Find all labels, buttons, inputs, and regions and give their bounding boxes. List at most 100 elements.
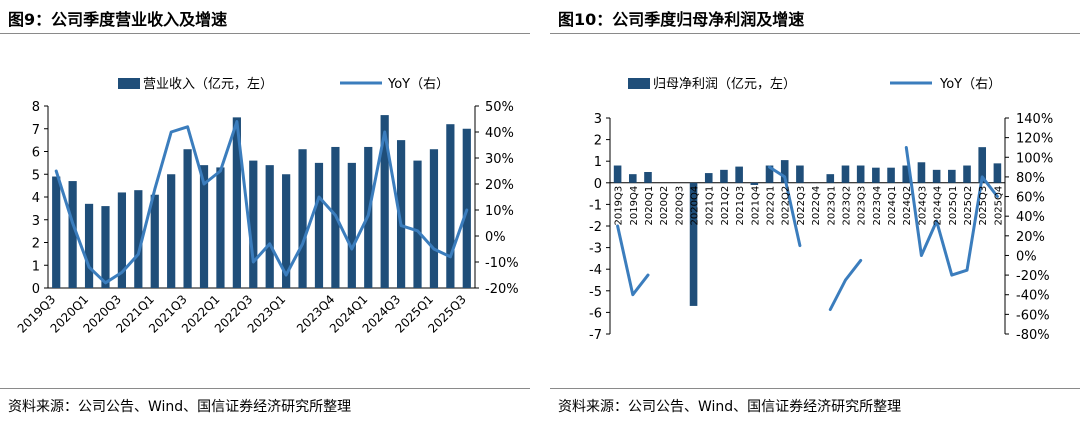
- bar-2022Q2: [780, 160, 789, 183]
- bar-2020Q2: [101, 206, 110, 288]
- bar-2019Q4: [68, 181, 77, 288]
- bar-2021Q4: [199, 165, 209, 288]
- yoy-point-2024Q4: [399, 224, 403, 227]
- left-axis-tick-label: 7: [32, 123, 40, 138]
- yoy-point-2023Q1: [829, 308, 832, 311]
- bar-2019Q3: [52, 176, 61, 288]
- right-axis-tick-label: -20%: [1016, 269, 1050, 284]
- bar-2025Q1: [413, 160, 422, 288]
- bar-2021Q2: [720, 169, 728, 183]
- net-profit-chart: 归母净利润（亿元，左） YoY（右） 3 2 1 0 -1 -2 -3 -4 -5 -6 -7 140% 1…: [589, 77, 1053, 343]
- yoy-point-2023Q2: [301, 242, 304, 245]
- legend-bar-label: 归母净利润（亿元，左）: [653, 77, 796, 92]
- bar-2020Q1: [644, 172, 652, 183]
- yoy-point-2019Q3: [55, 169, 58, 173]
- chart-title: 图10：公司季度归母净利润及增速: [558, 10, 805, 29]
- left-axis-tick-label: -3: [589, 242, 602, 257]
- x-tick-label: 2021Q4: [750, 186, 761, 226]
- x-tick-label: 2022Q2: [781, 186, 792, 226]
- yoy-point-2022Q1: [219, 169, 222, 173]
- revenue-chart-panel: 图9：公司季度营业收入及增速 营业收入（亿元，左） YoY（右） 0 1 2 3 4 5 6 7 8…: [0, 0, 530, 425]
- bar-2021Q3: [735, 166, 743, 183]
- x-tick-label: 2024Q4: [933, 186, 944, 226]
- bar-2022Q2: [232, 117, 241, 288]
- legend-bar-swatch: [628, 78, 650, 89]
- right-axis-tick-label: -80%: [1016, 328, 1050, 343]
- right-axis-tick-label: 140%: [1016, 112, 1053, 127]
- bar-2024Q1: [347, 162, 356, 288]
- bar-2025Q2: [429, 149, 439, 288]
- yoy-point-2024Q4: [935, 219, 938, 223]
- yoy-point-2021Q3: [186, 125, 189, 128]
- top-rule: [550, 33, 1080, 34]
- x-tick-label: 2020Q1: [644, 186, 655, 226]
- left-axis-tick-label: 0: [32, 282, 40, 297]
- bar-2021Q1: [704, 173, 713, 183]
- left-axis-tick-label: 2: [32, 237, 40, 252]
- left-axis-tick-label: -7: [589, 328, 602, 343]
- x-tick-label: 2025Q3: [978, 186, 989, 226]
- yoy-point-2024Q3: [920, 254, 923, 257]
- bar-2021Q1: [150, 194, 159, 288]
- bar-2024Q4: [396, 140, 406, 288]
- x-tick-label: 2020Q3: [674, 186, 685, 226]
- chart-title: 图9：公司季度营业收入及增速: [8, 10, 228, 29]
- legend-line-label: YoY（右）: [387, 77, 449, 92]
- yoy-point-2020Q2: [104, 281, 107, 284]
- bar-2023Q3: [856, 165, 865, 183]
- bar-2022Q4: [265, 165, 274, 288]
- left-axis-tick-label: -6: [589, 306, 602, 321]
- yoy-point-2020Q1: [87, 266, 91, 269]
- left-axis-tick-label: 0: [594, 177, 602, 192]
- yoy-point-2025Q2: [965, 268, 969, 272]
- right-axis-tick-label: 120%: [1016, 132, 1053, 147]
- yoy-point-2025Q4: [465, 208, 468, 212]
- yoy-line: [616, 224, 650, 297]
- yoy-point-2025Q1: [950, 273, 954, 277]
- x-tick-label: 2021Q1: [705, 186, 716, 226]
- bar-2025Q4: [462, 128, 471, 288]
- yoy-point-2024Q1: [350, 247, 354, 251]
- bar-2023Q2: [298, 149, 307, 288]
- bar-2021Q4: [750, 182, 759, 185]
- yoy-point-2022Q3: [798, 244, 802, 247]
- x-tick-label: 2024Q3: [917, 186, 928, 226]
- bar-2021Q3: [183, 149, 192, 288]
- x-tick-label: 2024Q2: [902, 186, 913, 226]
- left-axis-tick-label: 3: [594, 112, 602, 127]
- bottom-rule: [550, 388, 1080, 389]
- left-axis-tick-label: -1: [589, 198, 602, 213]
- yoy-point-2022Q2: [783, 175, 786, 179]
- bar-2024Q2: [902, 165, 911, 183]
- yoy-point-2025Q3: [449, 255, 452, 258]
- x-tick-label: 2022Q3: [796, 186, 807, 226]
- yoy-point-2025Q2: [432, 247, 436, 251]
- right-axis-tick-label: -20%: [485, 282, 519, 297]
- bar-2025Q3: [446, 124, 455, 288]
- yoy-point-2023Q3: [317, 195, 321, 199]
- source-note: 资料来源：公司公告、Wind、国信证券经济研究所整理: [8, 399, 352, 415]
- yoy-point-2024Q2: [905, 146, 908, 149]
- left-axis-tick-label: 8: [32, 100, 40, 115]
- x-tick-label: 2020Q2: [659, 186, 670, 226]
- x-tick-label: 2019Q3: [614, 186, 625, 226]
- yoy-point-2021Q1: [153, 188, 156, 191]
- yoy-line: [54, 120, 469, 285]
- legend-bar-swatch: [118, 78, 140, 89]
- bar-2022Q3: [249, 160, 258, 288]
- yoy-point-2023Q3: [859, 259, 862, 262]
- bar-2025Q2: [963, 165, 971, 183]
- yoy-point-2023Q4: [334, 214, 337, 217]
- x-tick-label: 2023Q3: [857, 186, 868, 226]
- right-axis-tick-label: 0%: [1016, 249, 1037, 264]
- bar-2023Q4: [872, 167, 880, 183]
- yoy-point-2025Q1: [416, 229, 419, 232]
- right-axis-tick-label: 100%: [1016, 151, 1053, 166]
- yoy-point-2022Q3: [252, 260, 255, 264]
- bar-2020Q4: [134, 190, 143, 288]
- bar-2021Q2: [167, 174, 176, 288]
- right-axis-tick-label: 40%: [1016, 210, 1045, 225]
- bar-2022Q1: [765, 165, 774, 183]
- x-tick-label: 2023Q1: [826, 186, 837, 226]
- yoy-point-2022Q4: [268, 242, 271, 245]
